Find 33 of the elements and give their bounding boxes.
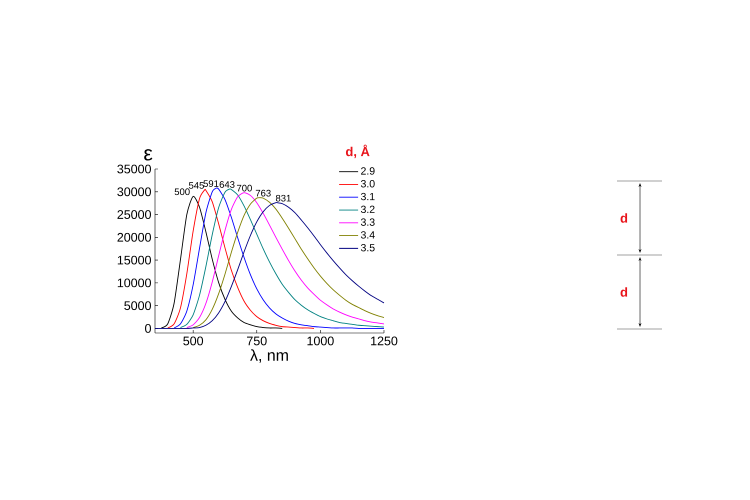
y-tick-label: 0 xyxy=(145,324,151,333)
line-series xyxy=(154,202,384,329)
y-axis-title: ε xyxy=(144,149,152,161)
legend-label: 3.4 xyxy=(360,231,375,239)
annotation: 700 xyxy=(236,184,252,192)
legend-label: 2.9 xyxy=(361,167,375,175)
legend-label: 3.2 xyxy=(360,206,375,214)
annotation: 831 xyxy=(276,194,291,202)
annotation: 500 xyxy=(174,188,190,196)
y-tick-label: 25000 xyxy=(117,210,151,219)
y-tick-label: 15000 xyxy=(118,256,151,265)
annotation: 643 xyxy=(220,181,235,188)
y-tick-label: 35000 xyxy=(117,164,151,174)
legend-label: 3.5 xyxy=(360,244,375,252)
x-tick-label: 1000 xyxy=(307,336,334,346)
y-tick-label: 30000 xyxy=(117,187,151,196)
text: d xyxy=(620,213,628,223)
y-tick-label: 20000 xyxy=(117,232,151,242)
y-tick-label: 10000 xyxy=(118,278,151,288)
legend-label: 3.0 xyxy=(360,180,375,188)
text: d xyxy=(620,287,628,297)
annotation: 763 xyxy=(256,190,271,197)
x-axis-title: λ, nm xyxy=(250,349,288,363)
annotation: 591 xyxy=(203,180,218,187)
annotation: 545 xyxy=(188,182,204,189)
x-tick-label: 1250 xyxy=(371,336,398,346)
legend-label: 3.3 xyxy=(360,218,375,226)
x-tick-label: 500 xyxy=(183,336,204,346)
x-tick-label: 750 xyxy=(247,336,267,346)
line-series xyxy=(167,190,314,329)
legend-label: 3.1 xyxy=(360,192,375,200)
y-tick-label: 5000 xyxy=(124,301,151,310)
legend-title: d, Å xyxy=(346,144,370,158)
